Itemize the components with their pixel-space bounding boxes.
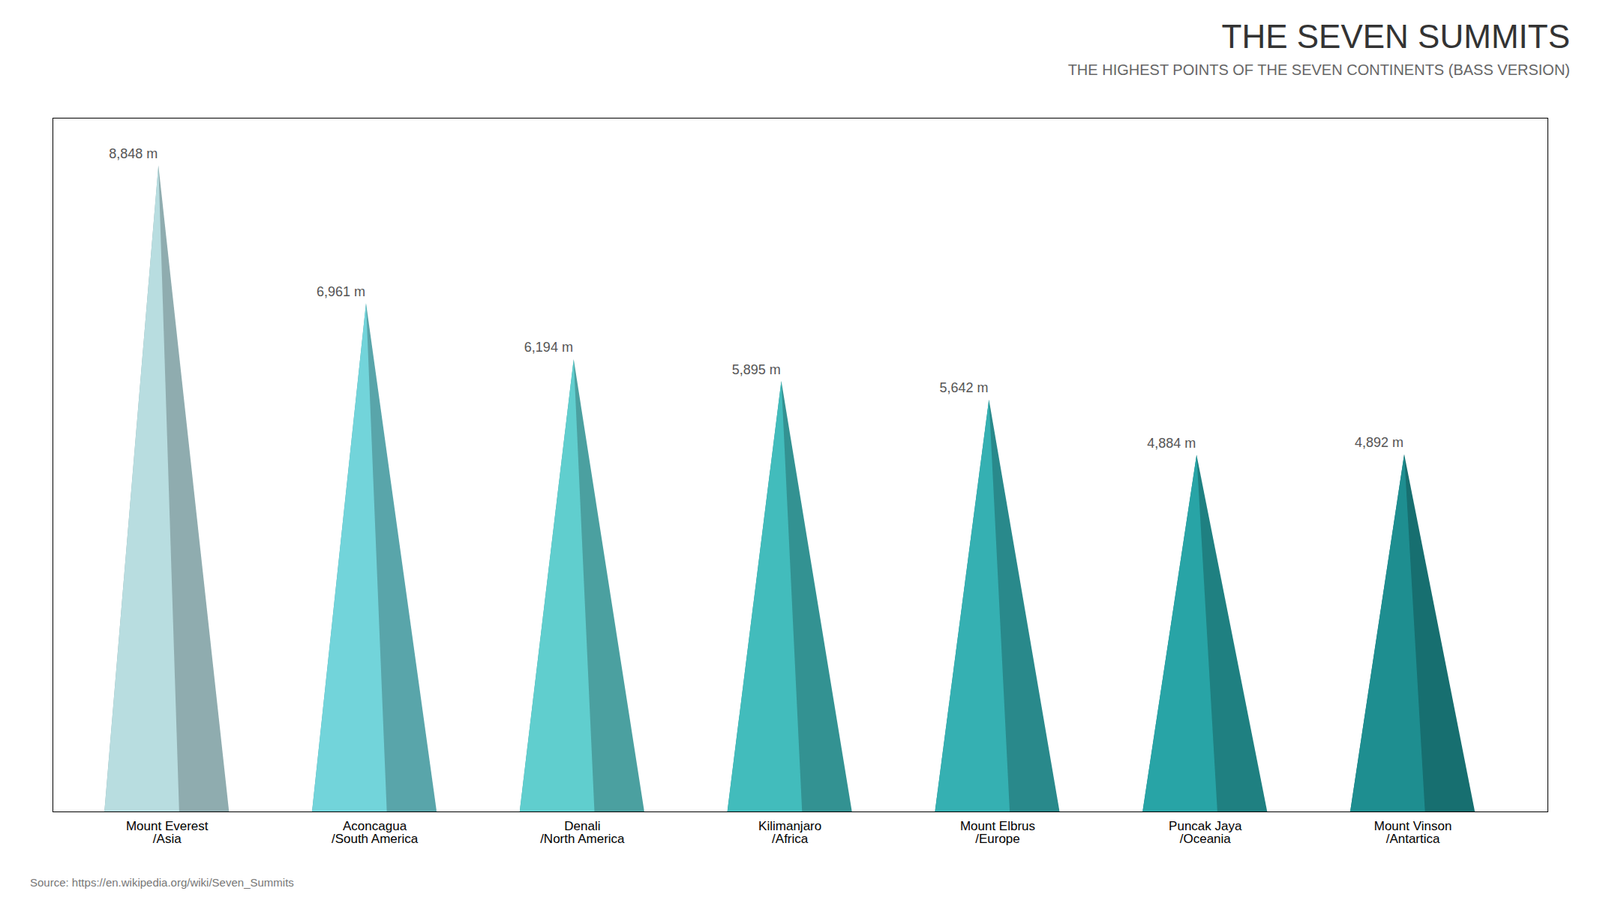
svg-text:5,642 m: 5,642 m (939, 380, 988, 396)
svg-text:6,194 m: 6,194 m (524, 339, 574, 355)
html-text:THE SEVEN SUMMITS: THE SEVEN SUMMITS (1221, 18, 1570, 55)
svg-text:Kilimanjaro/Africa: Kilimanjaro/Africa (758, 819, 822, 847)
svg-text:Mount Elbrus/Europe: Mount Elbrus/Europe (960, 819, 1036, 847)
svg-text:Mount Vinson/Antartica: Mount Vinson/Antartica (1374, 819, 1453, 847)
svg-text:5,895 m: 5,895 m (732, 362, 781, 378)
svg-text:8,848 m: 8,848 m (108, 146, 158, 162)
svg-text:Aconcagua/South America: Aconcagua/South America (331, 819, 419, 847)
svg-text:6,961 m: 6,961 m (316, 284, 366, 300)
svg-text:Mount Everest/Asia: Mount Everest/Asia (126, 819, 209, 847)
svg-text:Puncak Jaya/Oceania: Puncak Jaya/Oceania (1168, 819, 1243, 847)
svg-text:Denali/North America: Denali/North America (540, 819, 625, 847)
svg-text:4,884 m: 4,884 m (1146, 435, 1196, 451)
html-text:Source: https://en.wikipedia.o: Source: https://en.wikipedia.org/wiki/Se… (30, 876, 294, 889)
svg-text:4,892 m: 4,892 m (1354, 435, 1404, 451)
html-text:THE HIGHEST POINTS OF THE SEVE: THE HIGHEST POINTS OF THE SEVEN CONTINEN… (1067, 61, 1570, 79)
